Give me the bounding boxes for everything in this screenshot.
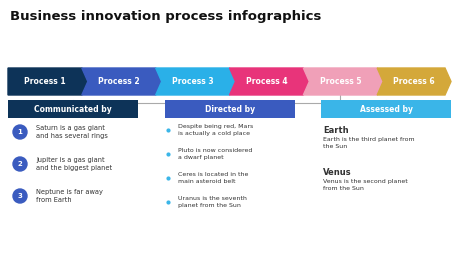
Text: Communicated by: Communicated by: [34, 104, 112, 114]
Text: Despite being red, Mars
is actually a cold place: Despite being red, Mars is actually a co…: [178, 124, 253, 136]
Text: Process 1: Process 1: [24, 77, 66, 86]
Text: 2: 2: [17, 161, 22, 167]
Text: Ceres is located in the
main asteroid belt: Ceres is located in the main asteroid be…: [178, 172, 248, 184]
Text: Pluto is now considered
a dwarf planet: Pluto is now considered a dwarf planet: [178, 148, 252, 160]
Polygon shape: [377, 68, 451, 95]
FancyBboxPatch shape: [8, 100, 138, 118]
FancyBboxPatch shape: [165, 100, 295, 118]
Text: Venus is the second planet
from the Sun: Venus is the second planet from the Sun: [323, 179, 408, 191]
Polygon shape: [8, 68, 88, 95]
Text: Process 2: Process 2: [98, 77, 140, 86]
Text: Assessed by: Assessed by: [359, 104, 413, 114]
Polygon shape: [230, 68, 309, 95]
Text: Saturn is a gas giant
and has several rings: Saturn is a gas giant and has several ri…: [36, 125, 108, 139]
Text: Jupiter is a gas giant
and the biggest planet: Jupiter is a gas giant and the biggest p…: [36, 157, 112, 171]
FancyBboxPatch shape: [321, 100, 451, 118]
Polygon shape: [82, 68, 162, 95]
Text: Neptune is far away
from Earth: Neptune is far away from Earth: [36, 189, 103, 203]
Circle shape: [13, 157, 27, 171]
Polygon shape: [156, 68, 235, 95]
Circle shape: [13, 189, 27, 203]
Text: 1: 1: [17, 129, 22, 135]
Text: Process 4: Process 4: [246, 77, 287, 86]
Text: Business innovation process infographics: Business innovation process infographics: [10, 10, 321, 23]
Text: 3: 3: [17, 193, 22, 199]
Text: Uranus is the seventh
planet from the Sun: Uranus is the seventh planet from the Su…: [178, 196, 247, 208]
Text: Earth is the third planet from
the Sun: Earth is the third planet from the Sun: [323, 137, 414, 149]
Text: Process 5: Process 5: [319, 77, 361, 86]
Text: Process 3: Process 3: [172, 77, 213, 86]
Text: Process 6: Process 6: [393, 77, 435, 86]
Text: Venus: Venus: [323, 168, 352, 177]
Circle shape: [13, 125, 27, 139]
Polygon shape: [303, 68, 383, 95]
Text: Directed by: Directed by: [205, 104, 255, 114]
Text: Earth: Earth: [323, 126, 349, 135]
